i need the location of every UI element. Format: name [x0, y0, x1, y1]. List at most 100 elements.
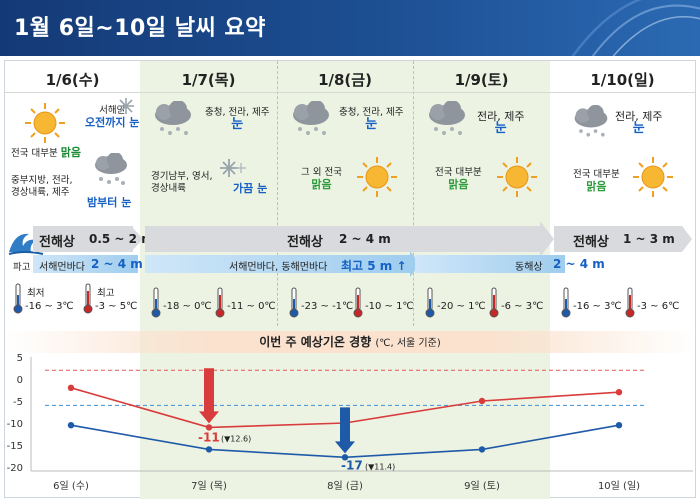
snowflake-icon — [220, 159, 246, 177]
sea-region: 동해상 — [515, 262, 543, 273]
x-tick-label: 10일 (일) — [598, 480, 640, 492]
sea-value: 2 ~ 4 m — [91, 257, 143, 271]
thermometer-hot-icon — [353, 287, 363, 318]
temp-max: -3 ~ 6℃ — [637, 301, 680, 312]
weather-region: 중부지방, 전라, 경상내륙, 제주 — [11, 175, 73, 198]
snow-cloud-icon — [95, 153, 127, 185]
y-tick-label: 0 — [17, 375, 23, 386]
sea-value: 0.5 ~ 2 m — [89, 232, 154, 246]
data-point — [615, 389, 623, 396]
forecast-title-band: 이번 주 예상기온 경향 (℃, 서울 기준) — [5, 331, 695, 353]
weather-item: 서해안 오전까지 눈 — [85, 105, 140, 129]
temp-max: -6 ~ 3℃ — [501, 301, 544, 312]
sea-label: 전해상 — [287, 235, 323, 250]
data-point — [67, 422, 75, 429]
sea-band-blue — [145, 255, 410, 273]
weather-item: 전라, 제주 눈 — [477, 110, 525, 136]
wave-label: 파고 — [13, 262, 31, 273]
y-tick-label: -20 — [7, 463, 23, 474]
arrow-head-icon — [682, 226, 692, 252]
sea-value: 1 ~ 3 m — [623, 232, 675, 246]
data-point — [478, 397, 486, 405]
sea-label: 전해상 — [39, 235, 75, 250]
temp-min: -20 ~ 1℃ — [437, 301, 486, 312]
temp-min: -16 ~ 3℃ — [25, 301, 74, 312]
divider — [413, 61, 414, 326]
divider — [277, 61, 278, 326]
sun-icon — [25, 103, 65, 143]
sea-region: 서해먼바다, 동해먼바다 — [229, 262, 328, 273]
forecast-title: 이번 주 예상기온 경향 — [259, 335, 372, 349]
day-header: 1/10(일) — [590, 71, 655, 89]
snow-cloud-icon — [155, 101, 191, 135]
annotation-delta: (▼12.6) — [221, 434, 251, 443]
temp-min: -18 ~ 0℃ — [163, 301, 212, 312]
sea-region: 서해먼바다 — [39, 262, 85, 273]
weather-region: 전국 대부분 맑음 — [11, 146, 82, 160]
thermometer-cold-icon — [425, 287, 435, 318]
sea-band — [554, 226, 682, 252]
swirl-decoration-icon — [571, 0, 700, 56]
sea-value: 2 ~ 4 m — [339, 232, 391, 246]
data-point — [341, 454, 349, 461]
snowflake-icon — [118, 98, 134, 114]
thermometer-cold-icon — [561, 287, 571, 318]
day-header: 1/8(금) — [318, 71, 372, 89]
weather-value: 밤부터 눈 — [87, 196, 132, 209]
header-bar: 1월 6일~10일 날씨 요약 — [0, 0, 700, 56]
weather-item: 충청, 전라, 제주 눈 — [205, 107, 270, 132]
annotation-value: -11 — [198, 430, 220, 444]
thermometer-cold-icon — [289, 287, 299, 318]
data-point — [615, 422, 623, 429]
sea-band — [33, 226, 133, 252]
drop-arrow-icon — [335, 407, 355, 454]
y-tick-label: -15 — [7, 441, 23, 452]
date-row — [5, 61, 695, 93]
thermometer-hot-icon — [215, 287, 225, 318]
weather-region: 경기남부, 영서, 경상내륙 — [151, 171, 213, 194]
data-point — [478, 446, 486, 453]
temp-min: -16 ~ 3℃ — [573, 301, 622, 312]
weather-value: 가끔 눈 — [233, 182, 268, 195]
drop-arrow-icon — [199, 368, 219, 424]
forecast-subtitle: (℃, 서울 기준) — [375, 338, 441, 349]
sea-band-blue — [415, 255, 565, 273]
weather-item: 전국 대부분 맑음 — [435, 167, 482, 191]
y-tick-label: -5 — [13, 397, 23, 408]
arrow-head-icon — [131, 226, 143, 252]
temp-max: -3 ~ 5℃ — [95, 301, 138, 312]
day-header: 1/7(목) — [181, 71, 236, 89]
data-point — [67, 384, 75, 391]
temp-max: -11 ~ 0℃ — [227, 301, 276, 312]
day-header: 1/6(수) — [45, 71, 100, 89]
sea-value: 최고 5 m ↑ — [341, 259, 407, 273]
weather-item: 그 외 전국 맑음 — [301, 167, 342, 191]
x-tick-label: 7일 (목) — [191, 480, 227, 492]
snow-cloud-icon — [429, 101, 465, 135]
sun-icon — [357, 157, 397, 197]
weather-item: 전라, 제주 눈 — [615, 110, 663, 136]
weather-item: 충청, 전라, 제주 눈 — [339, 107, 404, 132]
min-label: 최저 — [27, 288, 45, 299]
sea-label: 전해상 — [573, 235, 609, 250]
annotation-value: -17 — [341, 458, 363, 472]
arrow-head-icon — [540, 221, 554, 257]
data-point — [205, 424, 213, 431]
day-header: 1/9(토) — [454, 71, 509, 89]
weather-panel: 1/6(수) 1/7(목) 1/8(금) 1/9(토) 1/10(일) 전국 대… — [4, 60, 696, 499]
sun-icon — [497, 157, 537, 197]
temp-max: -10 ~ 1℃ — [365, 301, 414, 312]
temperature-trend-chart: 5 0 -5 -10 -15 -20 -11 (▼12.6) -17 (▼11.4) 6일 (수) 7… — [7, 353, 693, 492]
sea-value: 2 ~ 4 m — [553, 257, 605, 271]
annotation-delta: (▼11.4) — [365, 462, 395, 471]
thermometer-hot-icon — [625, 287, 635, 318]
y-tick-label: 5 — [17, 353, 23, 364]
sea-band — [145, 226, 540, 252]
temp-min: -23 ~ -1℃ — [301, 301, 354, 312]
weather-item: 전국 대부분 맑음 — [573, 169, 620, 193]
thermometer-hot-icon — [83, 283, 93, 314]
y-tick-label: -10 — [7, 419, 23, 430]
x-tick-label: 6일 (수) — [53, 480, 89, 492]
thermometer-cold-icon — [151, 287, 161, 318]
max-label: 최고 — [97, 288, 115, 299]
